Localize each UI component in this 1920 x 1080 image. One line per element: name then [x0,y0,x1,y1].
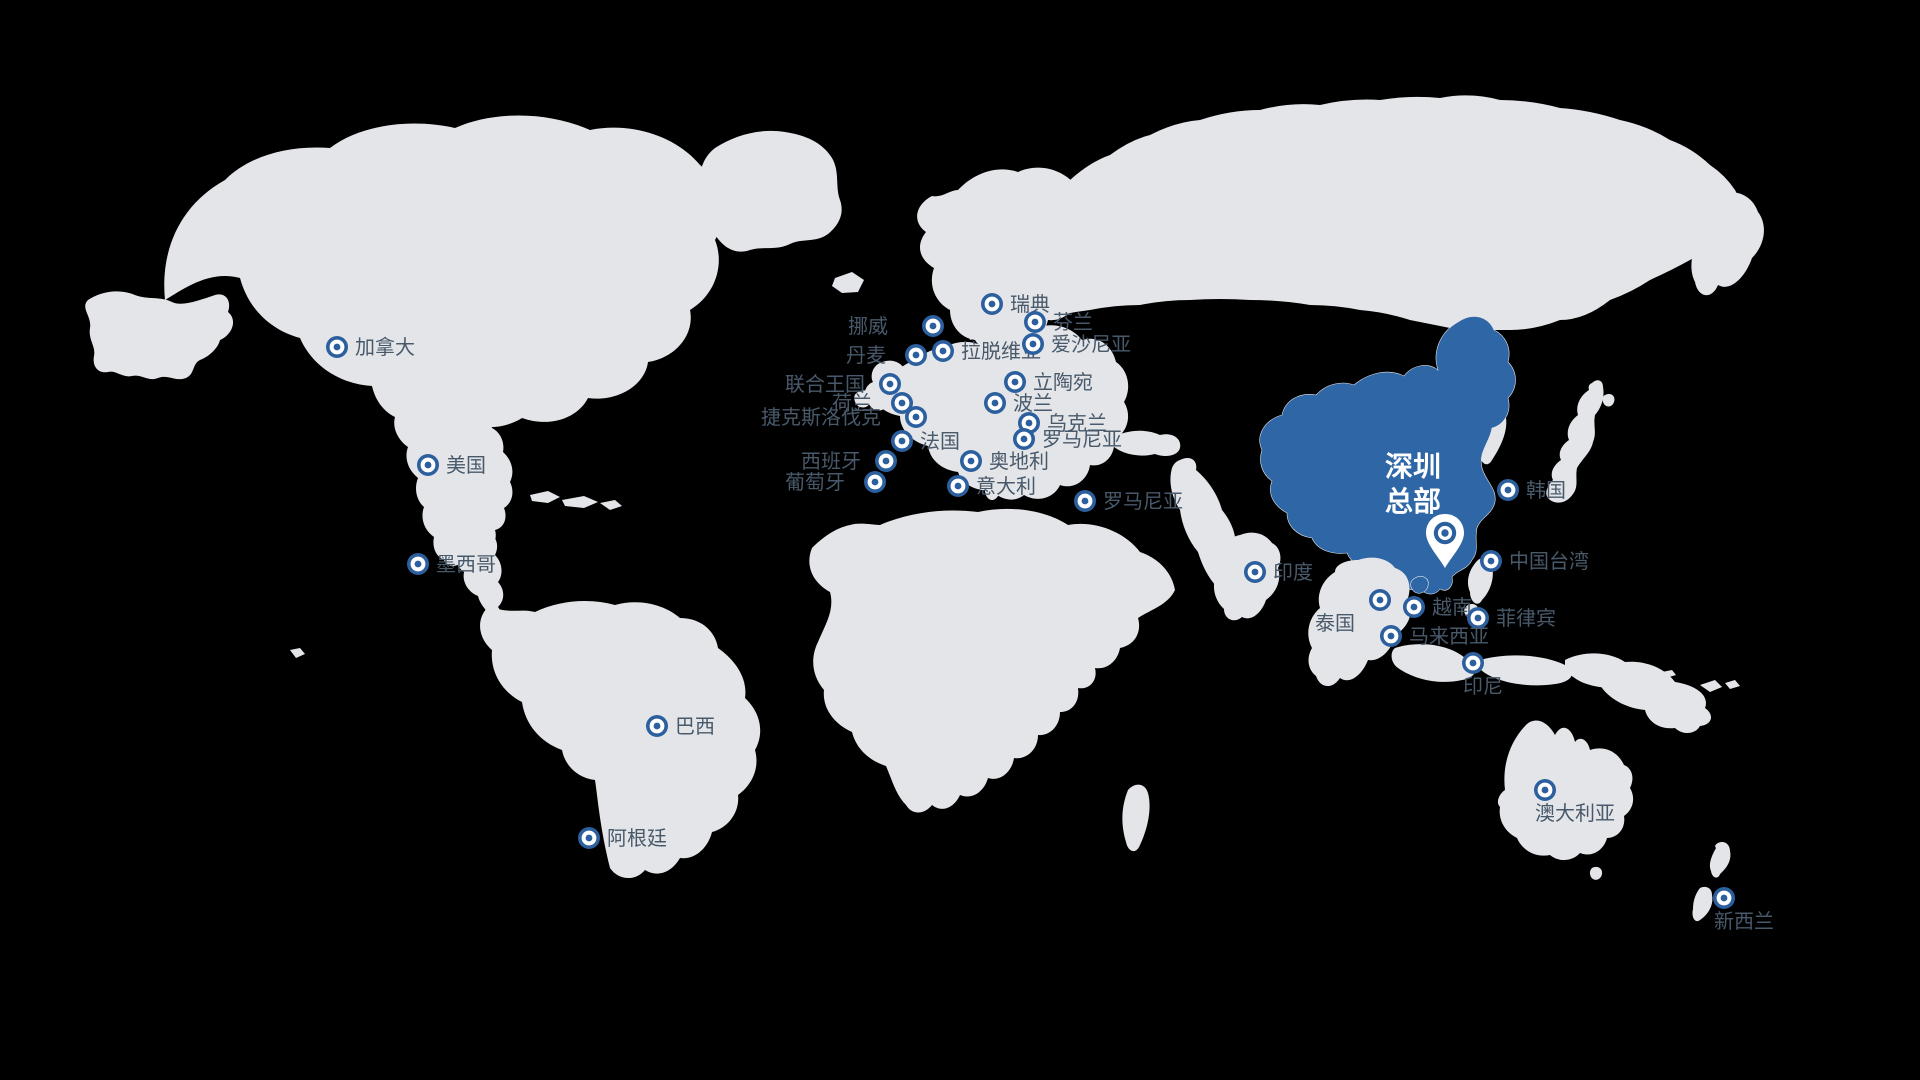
svg-text:立陶宛: 立陶宛 [1033,371,1093,394]
svg-text:美国: 美国 [446,454,486,477]
svg-text:罗马尼亚: 罗马尼亚 [1103,491,1183,513]
svg-text:总部: 总部 [1385,486,1441,517]
svg-text:丹麦: 丹麦 [846,344,886,367]
svg-text:印尼: 印尼 [1463,675,1503,698]
svg-text:阿根廷: 阿根廷 [607,827,667,850]
svg-text:罗马尼亚: 罗马尼亚 [1042,429,1122,451]
svg-text:泰国: 泰国 [1315,612,1355,635]
svg-text:深圳: 深圳 [1385,451,1441,482]
svg-text:越南: 越南 [1432,596,1472,619]
svg-text:芬兰: 芬兰 [1053,311,1093,334]
svg-text:奥地利: 奥地利 [989,450,1049,473]
svg-text:菲律宾: 菲律宾 [1496,607,1556,630]
svg-text:爱沙尼亚: 爱沙尼亚 [1051,333,1131,356]
svg-text:法国: 法国 [920,430,960,453]
svg-text:韩国: 韩国 [1526,479,1566,502]
svg-text:新西兰: 新西兰 [1714,910,1774,933]
svg-text:中国台湾: 中国台湾 [1509,550,1589,573]
svg-text:葡萄牙: 葡萄牙 [785,471,845,494]
svg-text:加拿大: 加拿大 [355,335,415,359]
svg-text:挪威: 挪威 [848,315,888,338]
svg-text:巴西: 巴西 [675,716,715,738]
svg-text:捷克斯洛伐克: 捷克斯洛伐克 [761,406,881,429]
svg-text:墨西哥: 墨西哥 [436,554,496,576]
svg-text:西班牙: 西班牙 [801,450,861,473]
svg-text:印度: 印度 [1273,561,1313,584]
svg-text:马来西亚: 马来西亚 [1409,625,1489,648]
svg-text:波兰: 波兰 [1013,392,1053,415]
svg-text:意大利: 意大利 [976,475,1036,498]
svg-text:澳大利亚: 澳大利亚 [1535,802,1615,825]
